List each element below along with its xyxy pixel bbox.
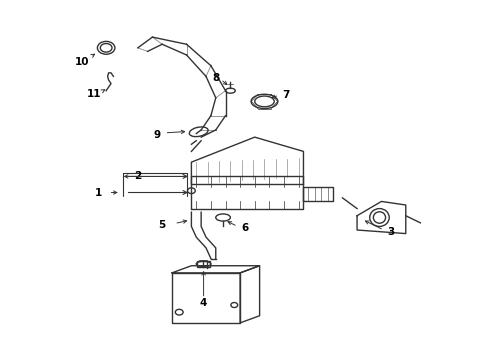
Text: 9: 9 bbox=[154, 130, 161, 140]
Bar bbox=[197, 261, 210, 267]
Text: 7: 7 bbox=[283, 90, 290, 100]
Text: 6: 6 bbox=[242, 223, 248, 233]
Text: 8: 8 bbox=[212, 73, 220, 83]
Text: 11: 11 bbox=[87, 89, 101, 99]
Text: 1: 1 bbox=[95, 188, 102, 198]
Text: 2: 2 bbox=[134, 171, 142, 181]
Text: 4: 4 bbox=[200, 298, 207, 308]
Text: 10: 10 bbox=[74, 57, 89, 67]
Text: 5: 5 bbox=[159, 220, 166, 230]
Text: 3: 3 bbox=[388, 227, 395, 237]
